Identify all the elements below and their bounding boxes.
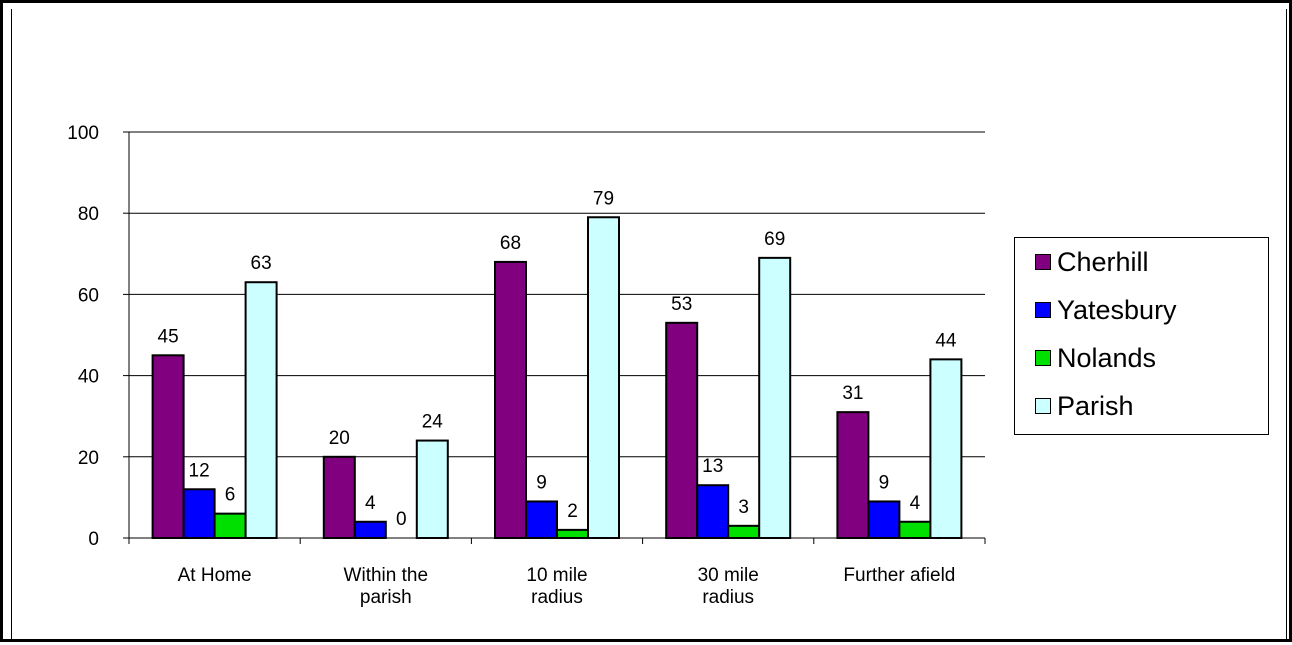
legend-swatch [1035,398,1051,414]
bar [353,520,387,540]
y-tick-label: 40 [78,367,99,388]
y-tick-label: 20 [78,448,99,469]
legend-swatch [1035,254,1051,270]
bar [556,528,589,540]
legend: Cherhill Yatesbury Nolands Parish [1014,237,1269,435]
x-category-label: At Home [178,565,252,586]
bar [696,484,730,539]
x-category-label: radius [531,587,583,608]
bar [415,439,449,539]
bar [898,520,932,540]
data-label: 79 [593,188,614,209]
data-label: 68 [500,233,521,254]
legend-item: Nolands [1035,338,1156,378]
data-label: 4 [910,493,921,514]
bar [929,358,963,539]
data-label: 4 [365,493,376,514]
legend-label: Yatesbury [1057,294,1177,325]
data-label: 31 [842,383,863,404]
y-tick-label: 100 [67,123,99,144]
legend-label: Nolands [1057,342,1157,373]
bar [836,411,870,540]
bar [322,455,356,539]
y-tick-label: 60 [78,285,99,306]
data-label: 2 [567,501,578,522]
x-category-label: Within the [344,565,428,586]
legend-label: Cherhill [1057,246,1149,277]
bar [727,524,761,540]
chart-area-border [11,9,1287,639]
data-label: 24 [422,412,444,433]
data-label: 9 [879,472,890,493]
data-label: 63 [251,253,272,274]
data-label: 6 [225,485,236,506]
y-tick-label: 80 [78,204,99,225]
data-label: 20 [329,428,350,449]
bar [244,281,278,539]
data-label: 53 [671,294,692,315]
bar [213,512,247,540]
legend-label: Parish [1057,390,1134,421]
legend-item: Yatesbury [1035,290,1177,330]
x-category-label: Further afield [843,565,955,586]
data-label: 44 [935,330,957,351]
legend-item: Cherhill [1035,242,1149,282]
data-label: 3 [738,497,749,518]
bar [587,216,620,539]
legend-swatch [1035,302,1051,318]
data-label: 13 [702,456,723,477]
data-label: 69 [764,229,785,250]
legend-item: Parish [1035,386,1134,426]
bar [182,488,216,539]
x-category-label: parish [360,587,412,608]
x-category-label: radius [702,587,754,608]
bar [665,321,699,539]
y-tick-label: 0 [88,529,99,550]
data-label: 0 [396,509,407,530]
x-category-label: 10 mile [526,565,587,586]
data-label: 12 [189,460,210,481]
data-label: 45 [158,326,179,347]
data-label: 9 [536,472,547,493]
bar [494,260,527,539]
bar [758,256,792,540]
legend-swatch [1035,350,1051,366]
bar [525,500,558,539]
bar [867,500,901,539]
bar [151,354,185,539]
x-category-label: 30 mile [698,565,759,586]
